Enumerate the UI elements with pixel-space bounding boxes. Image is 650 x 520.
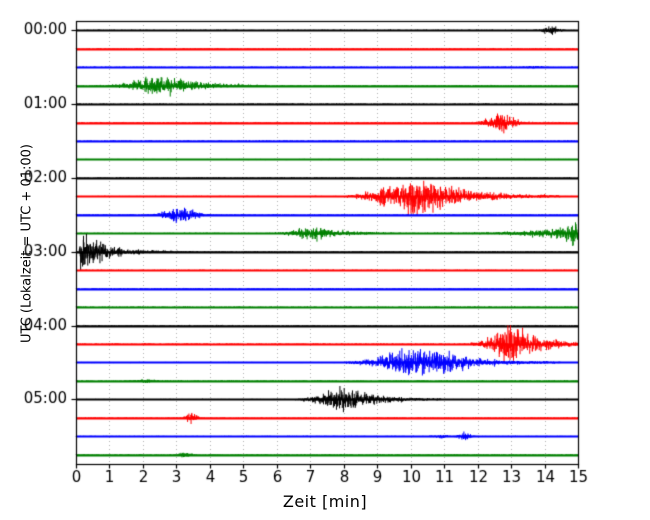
y-axis-title: UTC (Lokalzeit = UTC + 01:00) <box>19 144 35 343</box>
x-axis-title: Zeit [min] <box>282 492 368 511</box>
